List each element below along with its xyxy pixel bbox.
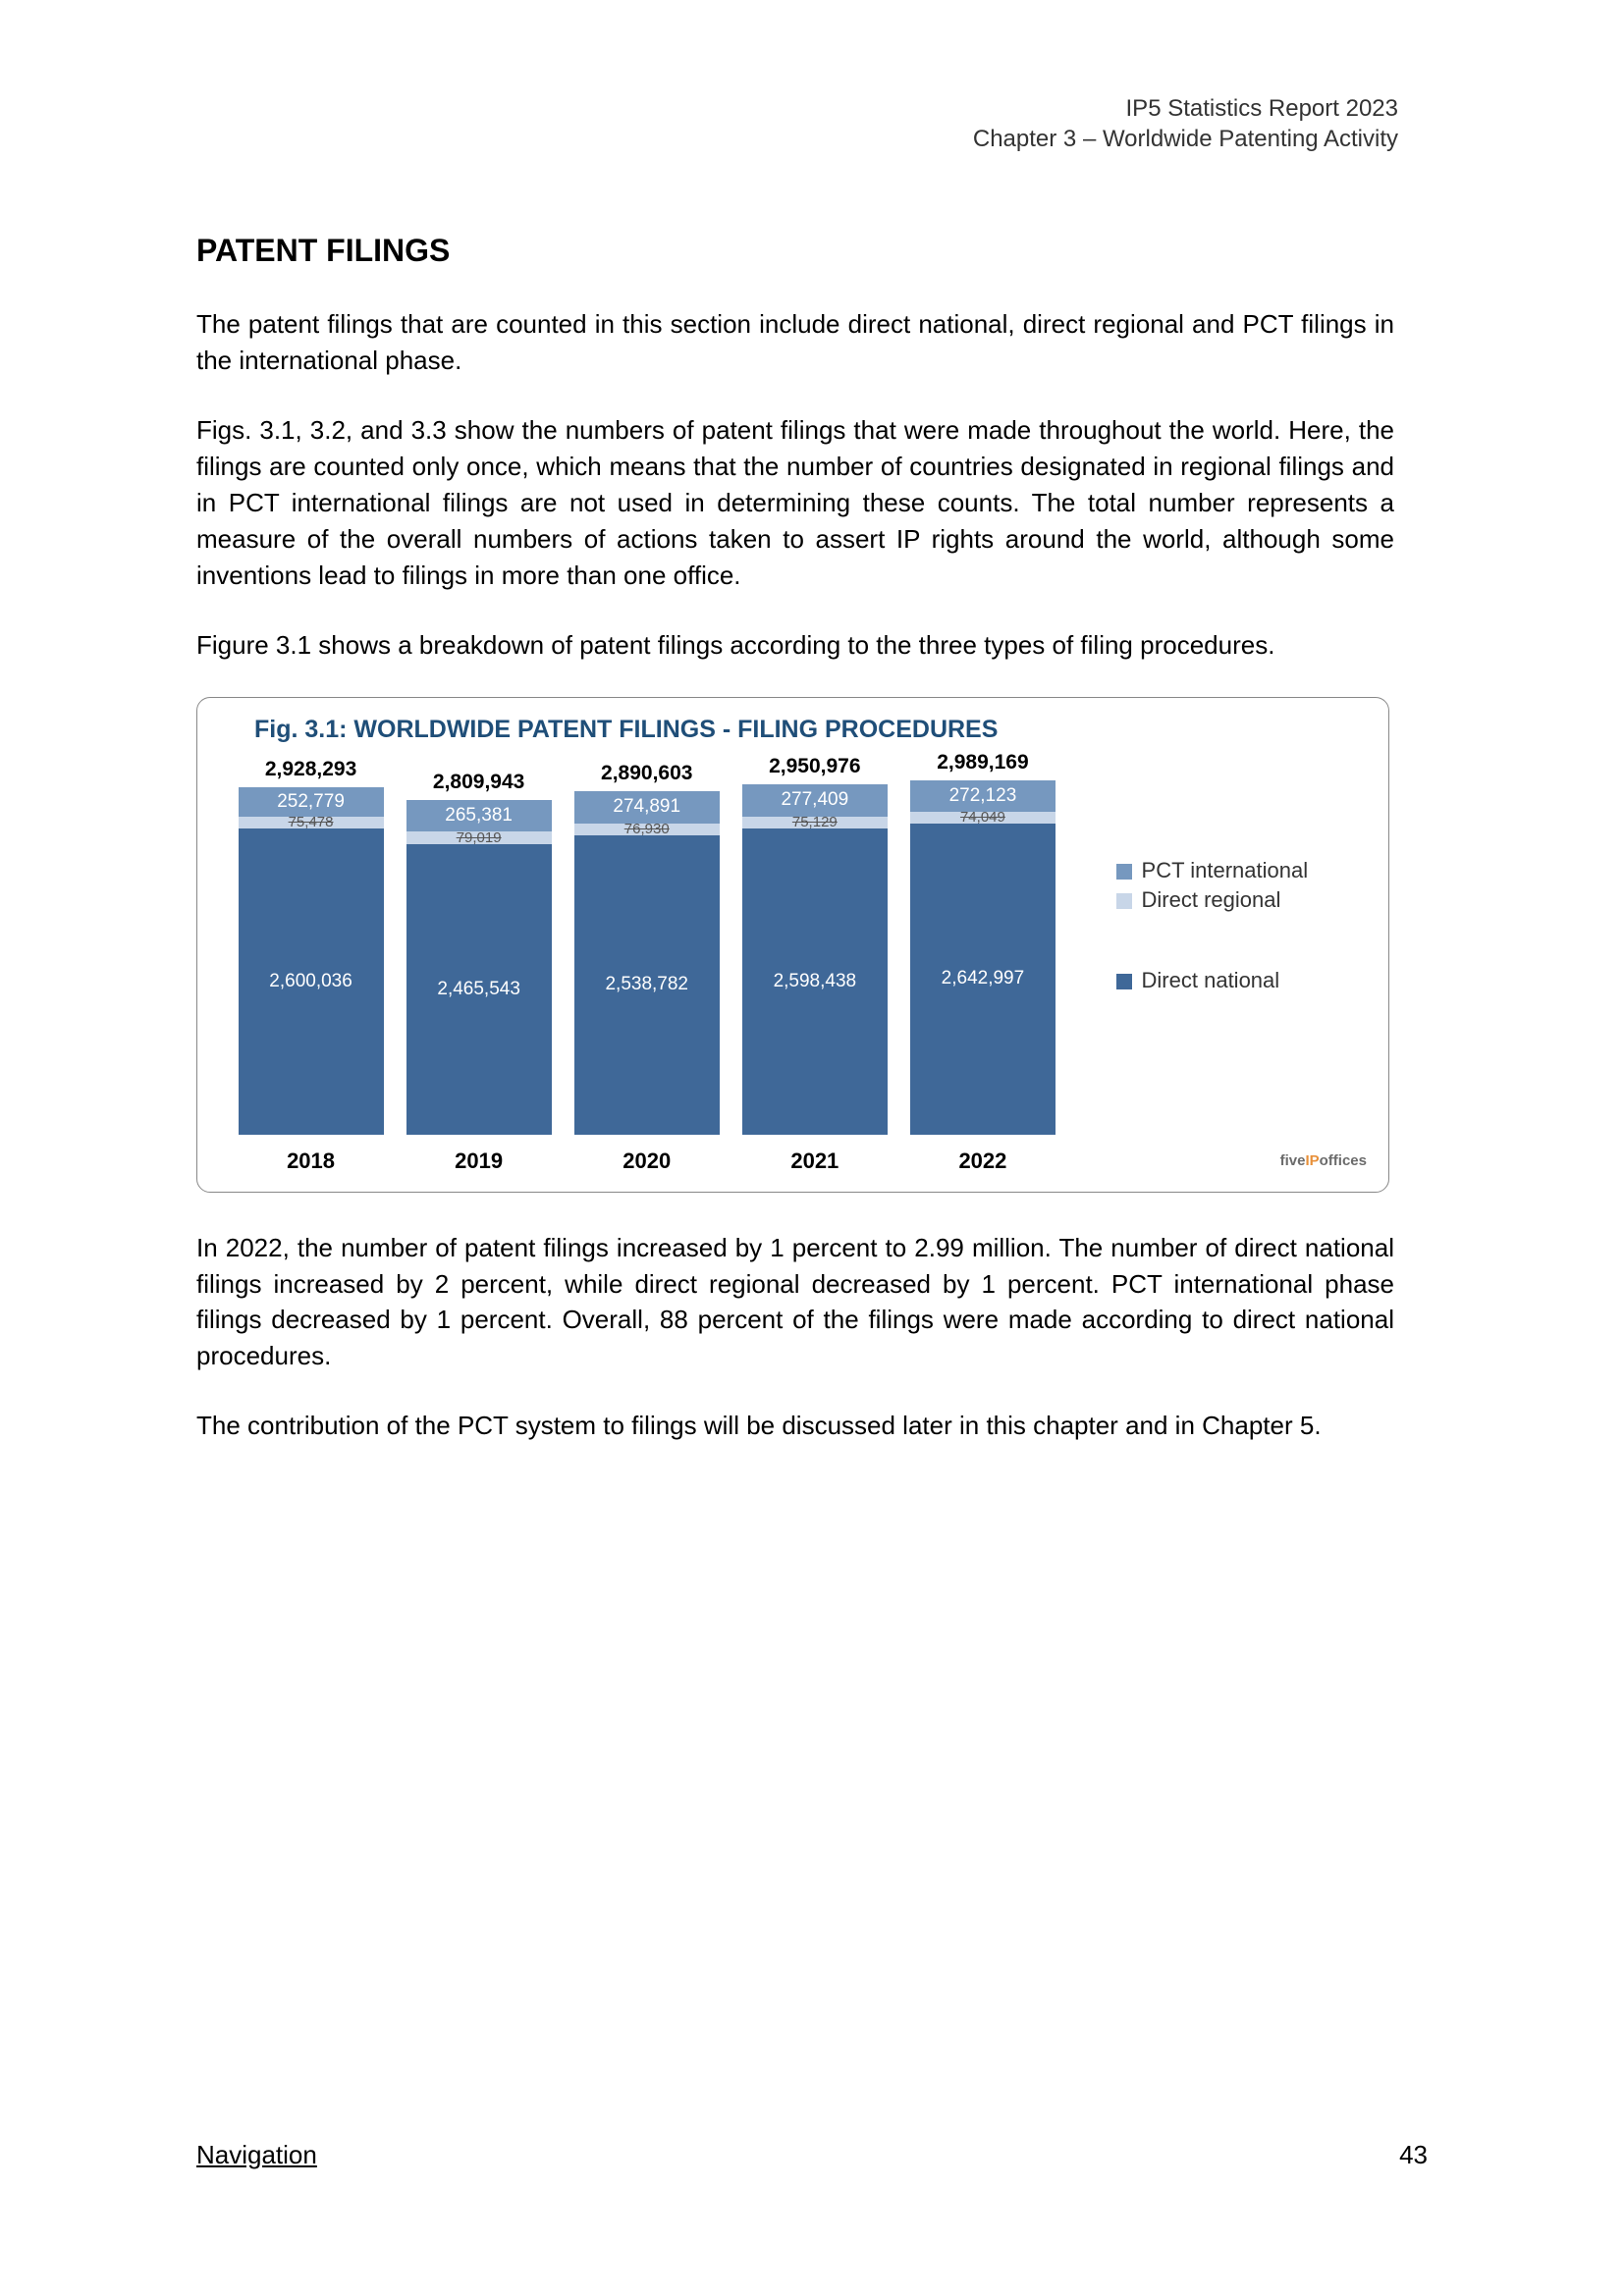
legend-national: Direct national xyxy=(1116,968,1367,993)
header-line-1: IP5 Statistics Report 2023 xyxy=(196,93,1398,124)
bar-2021: 2,950,976 277,409 75,129 2,598,438 2021 xyxy=(742,755,888,1174)
seg-regional: 79,019 xyxy=(406,831,552,844)
legend-swatch-icon xyxy=(1116,974,1132,989)
paragraph-3: Figure 3.1 shows a breakdown of patent f… xyxy=(196,627,1394,664)
bar-total: 2,928,293 xyxy=(265,758,356,781)
page-number: 43 xyxy=(1399,2140,1428,2170)
legend-pct: PCT international xyxy=(1116,858,1367,883)
seg-national: 2,538,782 xyxy=(574,835,720,1135)
seg-pct: 272,123 xyxy=(910,780,1056,812)
bar-total: 2,950,976 xyxy=(769,755,860,778)
seg-regional: 75,129 xyxy=(742,817,888,828)
paragraph-4: In 2022, the number of patent filings in… xyxy=(196,1230,1394,1375)
seg-pct: 274,891 xyxy=(574,791,720,824)
bar-total: 2,989,169 xyxy=(937,751,1028,774)
chart-title: Fig. 3.1: WORLDWIDE PATENT FILINGS - FIL… xyxy=(219,716,1367,744)
bar-year: 2021 xyxy=(790,1148,839,1174)
seg-pct: 265,381 xyxy=(406,800,552,831)
legend-label: Direct regional xyxy=(1142,887,1281,913)
paragraph-5: The contribution of the PCT system to fi… xyxy=(196,1408,1394,1444)
page-header: IP5 Statistics Report 2023 Chapter 3 – W… xyxy=(196,93,1428,154)
bar-year: 2020 xyxy=(623,1148,671,1174)
legend-regional: Direct regional xyxy=(1116,887,1367,913)
paragraph-2: Figs. 3.1, 3.2, and 3.3 show the numbers… xyxy=(196,412,1394,594)
chart-bars-area: 2,928,293 252,779 75,478 2,600,036 2018 … xyxy=(219,762,1075,1174)
seg-pct: 277,409 xyxy=(742,784,888,817)
seg-national: 2,642,997 xyxy=(910,824,1056,1135)
seg-national: 2,465,543 xyxy=(406,844,552,1135)
chart-footer-logo: fiveIPoffices xyxy=(1280,1152,1367,1178)
logo-prefix: five xyxy=(1280,1152,1306,1169)
seg-national: 2,600,036 xyxy=(239,828,384,1135)
seg-pct: 252,779 xyxy=(239,787,384,817)
legend-label: Direct national xyxy=(1142,968,1280,993)
bar-year: 2022 xyxy=(958,1148,1006,1174)
seg-regional: 76,930 xyxy=(574,824,720,835)
section-title: PATENT FILINGS xyxy=(196,233,1428,269)
seg-regional: 75,478 xyxy=(239,817,384,828)
navigation-link[interactable]: Navigation xyxy=(196,2140,317,2170)
seg-national: 2,598,438 xyxy=(742,828,888,1135)
figure-3-1-chart: Fig. 3.1: WORLDWIDE PATENT FILINGS - FIL… xyxy=(196,697,1389,1193)
seg-regional: 74,049 xyxy=(910,812,1056,824)
bar-total: 2,890,603 xyxy=(601,762,692,785)
logo-suffix: offices xyxy=(1320,1152,1367,1169)
bar-2019: 2,809,943 265,381 79,019 2,465,543 2019 xyxy=(406,771,552,1174)
logo-mid: IP xyxy=(1305,1152,1319,1169)
bar-2018: 2,928,293 252,779 75,478 2,600,036 2018 xyxy=(239,758,384,1174)
legend-swatch-icon xyxy=(1116,864,1132,880)
chart-legend: PCT international Direct regional Direct… xyxy=(1075,762,1367,1174)
bar-2020: 2,890,603 274,891 76,930 2,538,782 2020 xyxy=(574,762,720,1174)
legend-label: PCT international xyxy=(1142,858,1309,883)
bar-year: 2018 xyxy=(287,1148,335,1174)
bar-2022: 2,989,169 272,123 74,049 2,642,997 2022 xyxy=(910,751,1056,1174)
bar-year: 2019 xyxy=(455,1148,503,1174)
legend-swatch-icon xyxy=(1116,893,1132,909)
header-line-2: Chapter 3 – Worldwide Patenting Activity xyxy=(196,124,1398,154)
logo-subtext xyxy=(1280,1169,1367,1178)
bar-total: 2,809,943 xyxy=(433,771,524,794)
paragraph-1: The patent filings that are counted in t… xyxy=(196,306,1394,379)
